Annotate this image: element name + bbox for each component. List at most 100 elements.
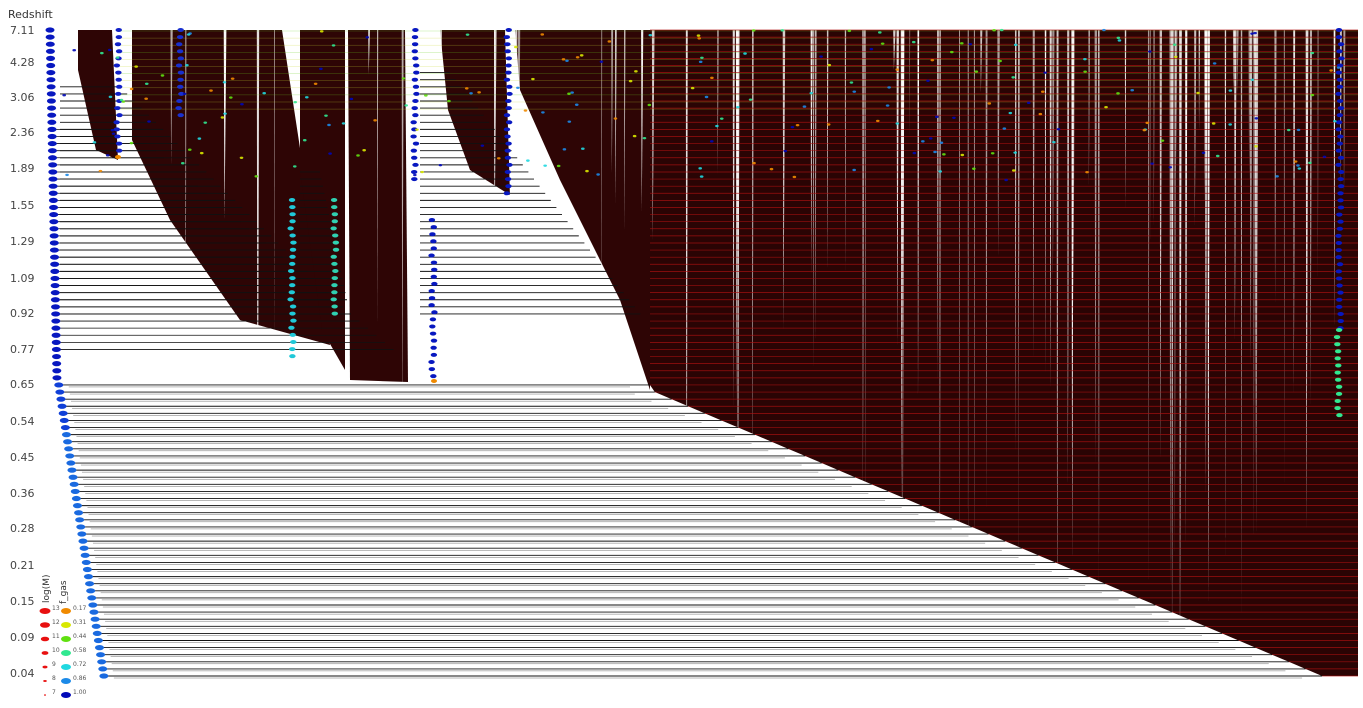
legend-mass-marker	[41, 651, 49, 655]
halo-node	[289, 212, 296, 217]
main-progenitor-node	[51, 325, 61, 331]
halo-node	[1337, 219, 1344, 224]
halo-node	[942, 153, 946, 156]
halo-node	[505, 120, 513, 125]
halo-node	[1334, 349, 1342, 354]
halo-node	[503, 77, 511, 82]
branch-gap	[902, 30, 905, 594]
main-progenitor-node	[47, 140, 57, 147]
halo-node	[926, 79, 930, 82]
halo-node	[802, 105, 807, 108]
halo-node	[115, 84, 123, 89]
halo-node	[1337, 155, 1345, 160]
main-progenitor-node	[51, 304, 61, 310]
halo-node	[1334, 406, 1341, 411]
halo-node	[223, 112, 227, 115]
halo-node	[1335, 240, 1343, 245]
halo-node	[176, 35, 184, 40]
main-progenitor-node	[50, 275, 60, 282]
legend-gas-marker	[61, 650, 71, 656]
halo-node	[115, 56, 120, 59]
legend-gas-label: 0.31	[73, 619, 87, 626]
branch-gap	[1274, 30, 1277, 303]
halo-node	[287, 297, 294, 302]
main-progenitor-node	[74, 510, 84, 516]
halo-node	[430, 246, 437, 251]
halo-node	[319, 30, 324, 33]
main-progenitor-node	[76, 524, 86, 530]
halo-node	[115, 155, 121, 159]
halo-node	[209, 89, 213, 92]
halo-node	[410, 148, 418, 153]
main-progenitor-node	[57, 403, 67, 409]
halo-node	[119, 98, 124, 102]
main-progenitor-node	[45, 41, 55, 47]
legend-gas-title: f_gas	[59, 580, 69, 604]
y-tick-label: 0.09	[10, 631, 35, 644]
halo-node	[1026, 101, 1031, 105]
halo-node	[177, 84, 184, 89]
halo-node	[413, 173, 417, 177]
halo-node	[505, 184, 512, 189]
branch-gap	[782, 30, 786, 331]
halo-node	[972, 167, 976, 170]
branch-gap	[939, 30, 941, 624]
halo-node	[144, 97, 148, 100]
branch-gap	[1073, 30, 1075, 303]
halo-node	[289, 304, 297, 309]
halo-node	[330, 297, 337, 302]
legend-gas-label: 0.58	[73, 647, 87, 654]
main-progenitor-node	[94, 645, 104, 651]
main-progenitor-node	[83, 574, 93, 580]
legend-mass-label: 8	[52, 675, 56, 682]
halo-node	[430, 352, 438, 357]
halo-node	[1337, 198, 1344, 203]
main-progenitor-node	[87, 595, 97, 601]
main-progenitor-node	[45, 48, 55, 54]
halo-node	[289, 276, 296, 281]
halo-node	[1250, 32, 1254, 35]
halo-node	[1337, 106, 1345, 111]
halo-node	[878, 31, 882, 34]
halo-node	[700, 56, 704, 59]
main-progenitor-node	[66, 460, 76, 466]
halo-node	[567, 92, 571, 95]
y-tick-label: 1.09	[10, 272, 35, 285]
halo-node	[1254, 117, 1259, 120]
halo-node	[431, 310, 438, 315]
halo-node	[715, 124, 719, 128]
halo-node	[1150, 162, 1154, 165]
halo-node	[504, 169, 512, 174]
main-progenitor-node	[69, 481, 79, 487]
main-progenitor-node	[97, 659, 107, 665]
branch-gap	[1343, 30, 1346, 195]
halo-node	[1335, 255, 1342, 260]
main-progenitor-node	[60, 424, 70, 431]
halo-node	[780, 29, 785, 32]
halo-node	[1337, 191, 1344, 196]
halo-node	[114, 42, 122, 47]
halo-node	[1336, 98, 1344, 103]
halo-node	[710, 76, 714, 80]
halo-node	[503, 113, 511, 118]
branch-gap	[893, 30, 896, 70]
halo-node	[304, 96, 309, 99]
halo-node	[356, 154, 360, 157]
halo-node	[332, 268, 339, 273]
branch-gap	[896, 30, 899, 346]
halo-node	[939, 141, 944, 144]
halo-node	[262, 91, 266, 95]
halo-node	[328, 152, 332, 155]
halo-node	[1011, 76, 1016, 79]
halo-node	[144, 82, 149, 85]
halo-node	[1083, 57, 1087, 61]
halo-node	[330, 254, 337, 259]
halo-node	[783, 149, 788, 153]
halo-node	[503, 35, 510, 40]
branch-gap	[732, 30, 735, 407]
halo-node	[505, 28, 512, 32]
halo-node	[1012, 169, 1016, 172]
halo-node	[1337, 184, 1345, 189]
halo-node	[412, 84, 420, 89]
halo-node	[632, 134, 637, 138]
